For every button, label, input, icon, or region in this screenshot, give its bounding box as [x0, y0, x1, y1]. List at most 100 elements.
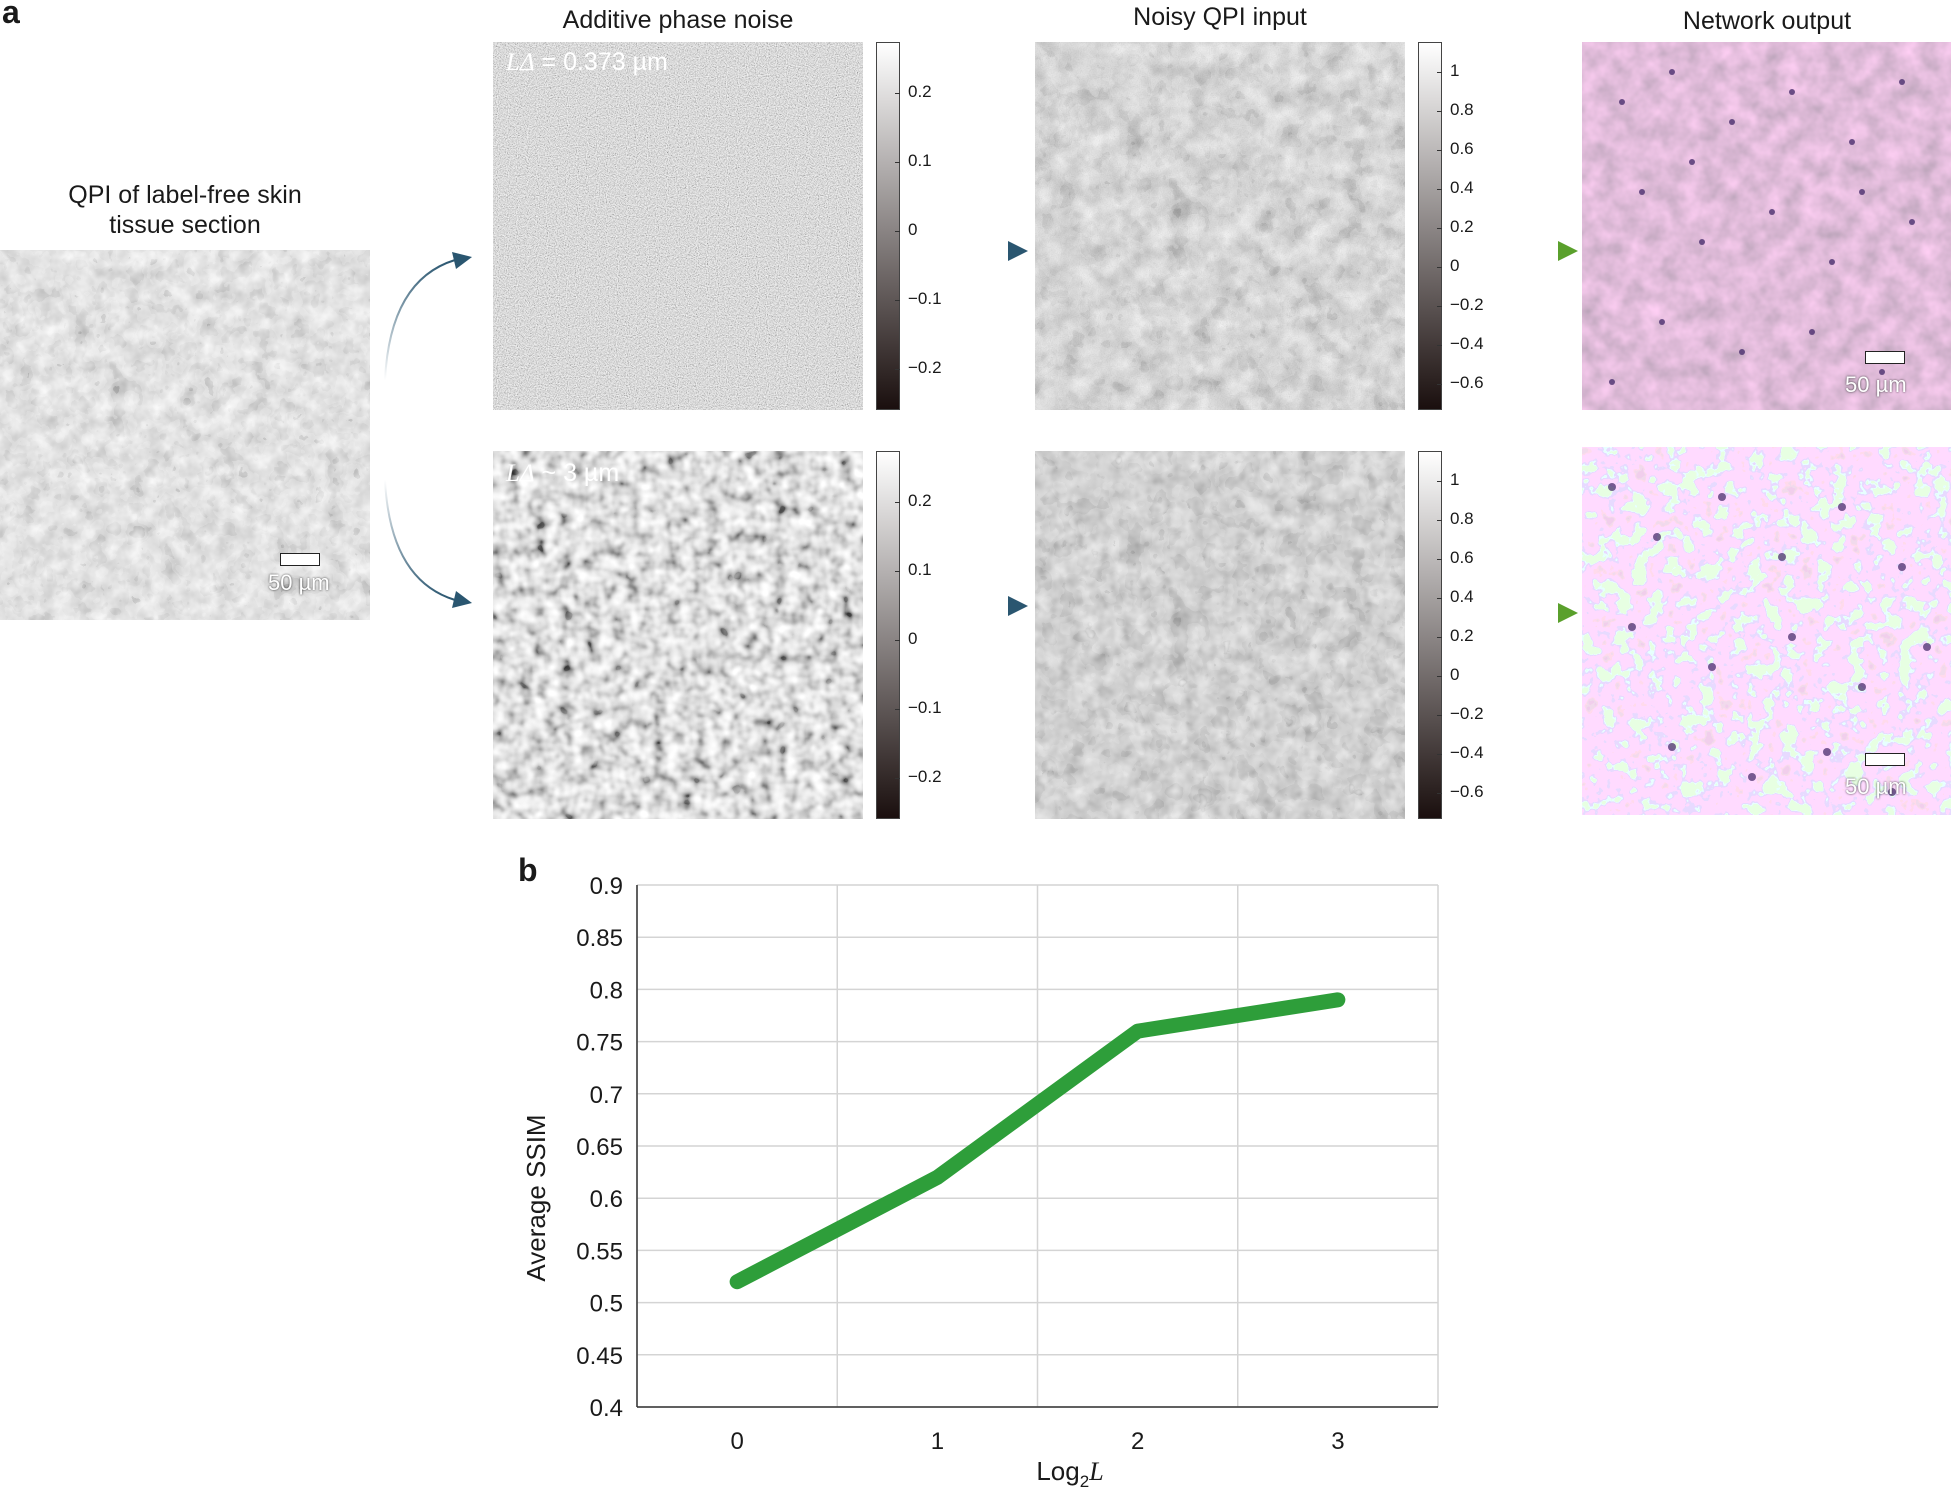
input-colorbar-row1-tick-label: 0.8 [1450, 100, 1474, 119]
noise-colorbar-row1-tick-label: 0.1 [908, 151, 932, 170]
input-colorbar-row2-tick-label: 0 [1450, 665, 1460, 684]
output-row1-scale-text: 50 µm [1845, 372, 1907, 397]
y-tick-label: 0.5 [590, 1291, 623, 1318]
noise-colorbar-row2-tick-mark [895, 640, 900, 641]
ssim-data-point [736, 1280, 739, 1283]
panel-a-label: a [2, 0, 20, 30]
ssim-data-point [1336, 998, 1339, 1001]
noise-colorbar-row1-tick-mark [895, 162, 900, 163]
green-arrow-row1 [1478, 241, 1578, 261]
x-tick-label: 1 [931, 1428, 944, 1455]
input-colorbar-row1-tick-label: 0.2 [1450, 217, 1474, 236]
y-tick-label: 0.55 [576, 1238, 623, 1265]
ssim-series-line [729, 992, 1346, 1290]
source-title-line1: QPI of label-free skin [68, 181, 302, 209]
input-colorbar-row1-tick-label: −0.6 [1450, 373, 1484, 392]
input-colorbar-row2-tick-mark [1437, 676, 1442, 677]
input-colorbar-row2-tick-mark [1437, 793, 1442, 794]
noise-colorbar-row2-tick-mark [895, 502, 900, 503]
input-colorbar-row1-tick-mark [1437, 228, 1442, 229]
input-colorbar-row1-tick-label: 0.6 [1450, 139, 1474, 158]
input-colorbar-row2-tick-label: −0.4 [1450, 743, 1484, 762]
noise-colorbar-row1-tick-label: −0.1 [908, 289, 942, 308]
input-colorbar-row1-tick-mark [1437, 345, 1442, 346]
input-colorbar-row2 [1418, 451, 1442, 819]
noise-colorbar-row2-tick-mark [895, 778, 900, 779]
ssim-data-point [936, 1176, 939, 1179]
input-colorbar-row2-tick-mark [1437, 520, 1442, 521]
blue-arrow-row2 [928, 596, 1028, 616]
input-colorbar-row2-tick-label: 1 [1450, 470, 1460, 489]
source-image-title: QPI of label-free skin tissue section [30, 180, 340, 240]
output-row1-scale-bar [1865, 351, 1905, 364]
y-axis-label: Average SSIM [521, 1114, 551, 1281]
input-colorbar-row2-tick-label: 0.2 [1450, 626, 1474, 645]
noise-colorbar-row2-tick-label: −0.2 [908, 767, 942, 786]
input-colorbar-row2-tick-mark [1437, 598, 1442, 599]
noise-colorbar-row1-tick-mark [895, 93, 900, 94]
ssim-line-chart: 0.4 0.45 0.5 0.55 0.6 0.65 0.7 0.75 0.8 0.85 0.9 0… [521, 873, 1439, 1490]
noise-colorbar-row2-tick-label: 0 [908, 629, 918, 648]
source-scale-text: 50 µm [268, 570, 330, 595]
length-symbol: LΔ [506, 49, 535, 76]
source-scale-bar [280, 553, 320, 566]
noise-colorbar-row1-tick-mark [895, 300, 900, 301]
chart-axes [636, 885, 1438, 1408]
x-axis-label: Log2L [1036, 1456, 1103, 1490]
input-colorbar-row1-tick-mark [1437, 306, 1442, 307]
input-colorbar-row2-tick-label: −0.2 [1450, 704, 1484, 723]
noisy-qpi-input-row2 [1035, 451, 1405, 819]
input-colorbar-row1-tick-label: 0 [1450, 256, 1460, 275]
input-colorbar-row1-tick-mark [1437, 111, 1442, 112]
input-colorbar-row2-tick-label: 0.6 [1450, 548, 1474, 567]
input-colorbar-row1-tick-mark [1437, 150, 1442, 151]
blue-arrow-row1 [928, 241, 1028, 261]
output-row2-scale-bar [1865, 753, 1905, 766]
x-tick-label: 0 [730, 1428, 743, 1455]
x-axis-label-sub: 2 [1080, 1472, 1089, 1490]
noise-colorbar-row2-tick-mark [895, 709, 900, 710]
output-row2-scale-text: 50 µm [1845, 774, 1907, 799]
length-value: ~ 3 µm [534, 459, 620, 487]
noise-colorbar-row1-tick-label: 0 [908, 220, 918, 239]
input-colorbar-row2-tick-mark [1437, 754, 1442, 755]
input-colorbar-row1-tick-label: −0.4 [1450, 334, 1484, 353]
x-tick-label: 3 [1331, 1428, 1344, 1455]
fine-noise-length-caption: LΔ = 0.373 µm [506, 48, 668, 77]
x-tick-label: 2 [1131, 1428, 1144, 1455]
coarse-phase-noise-image: LΔ ~ 3 µm [493, 451, 863, 819]
y-tick-label: 0.45 [576, 1343, 623, 1370]
noise-colorbar-row1-tick-mark [895, 231, 900, 232]
x-axis-label-main: Log [1036, 1456, 1079, 1486]
noise-column-title: Additive phase noise [562, 6, 794, 34]
y-tick-label: 0.6 [590, 1186, 623, 1213]
noise-colorbar-row2-tick-label: 0.2 [908, 491, 932, 510]
x-axis-label-italic: L [1088, 1457, 1103, 1486]
input-column-title: Noisy QPI input [1133, 3, 1307, 31]
noise-colorbar-row1 [876, 42, 900, 410]
output-column-title: Network output [1682, 7, 1852, 35]
y-tick-label: 0.4 [590, 1395, 623, 1422]
arrow-down-curve [384, 479, 456, 601]
x-tick-labels: 0 1 2 3 [730, 1428, 1344, 1455]
source-qpi-image: 50 µm [0, 250, 370, 620]
noise-colorbar-row1-tick-label: −0.2 [908, 358, 942, 377]
input-colorbar-row1 [1418, 42, 1442, 410]
network-output-row2: 50 µm [1582, 447, 1951, 815]
input-colorbar-row2-tick-mark [1437, 715, 1442, 716]
fine-phase-noise-image: LΔ = 0.373 µm [493, 42, 863, 410]
noise-colorbar-row2-tick-mark [895, 571, 900, 572]
input-colorbar-row1-tick-label: 0.4 [1450, 178, 1474, 197]
y-tick-label: 0.85 [576, 925, 623, 952]
input-colorbar-row2-tick-mark [1437, 637, 1442, 638]
input-colorbar-row1-tick-mark [1437, 72, 1442, 73]
y-tick-label: 0.8 [590, 977, 623, 1004]
input-colorbar-row2-tick-mark [1437, 559, 1442, 560]
input-colorbar-row1-tick-label: −0.2 [1450, 295, 1484, 314]
chart-grid [636, 884, 1439, 1408]
input-colorbar-row1-tick-mark [1437, 267, 1442, 268]
split-arrows [384, 252, 472, 608]
input-colorbar-row2-tick-label: 0.4 [1450, 587, 1474, 606]
noise-colorbar-row1-tick-mark [895, 369, 900, 370]
noise-colorbar-row1-tick-label: 0.2 [908, 82, 932, 101]
